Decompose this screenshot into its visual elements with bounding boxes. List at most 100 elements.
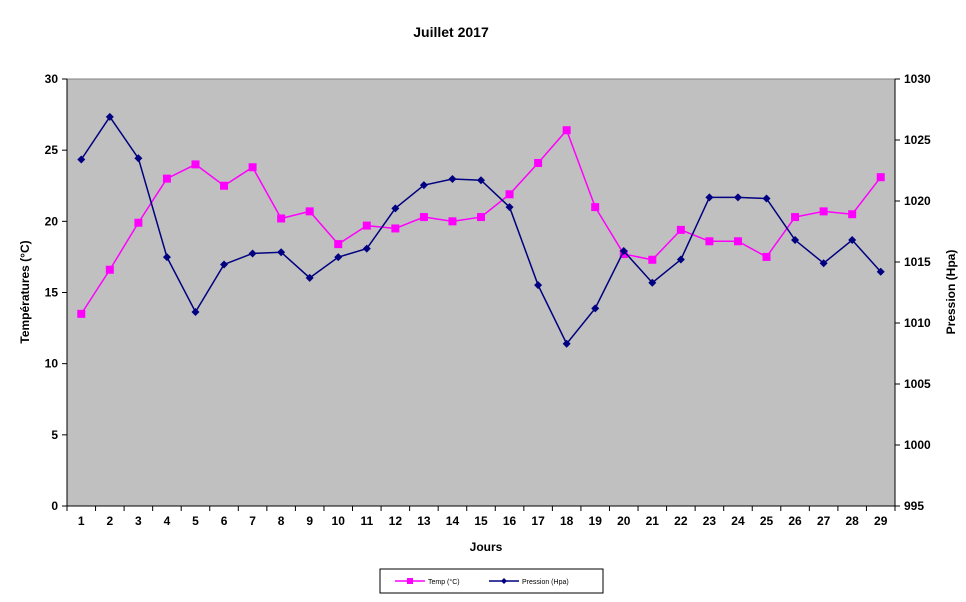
data-point-square [191, 160, 200, 169]
legend-swatch-square [407, 578, 413, 584]
x-tick-label: 19 [589, 514, 603, 528]
y-right-tick-label: 1030 [904, 72, 931, 86]
y-axis-label-left: Températures (°C) [18, 240, 32, 343]
data-point-square [591, 203, 600, 212]
x-tick-label: 3 [135, 514, 142, 528]
data-point-square [676, 225, 685, 234]
y-right-tick-label: 995 [904, 499, 924, 513]
data-point-diamond [791, 236, 800, 245]
data-point-diamond [876, 267, 885, 276]
x-tick-label: 6 [221, 514, 228, 528]
x-tick-label: 20 [617, 514, 631, 528]
series-temp [77, 126, 885, 318]
x-tick-label: 4 [164, 514, 171, 528]
data-point-diamond [676, 255, 685, 264]
data-point-square [220, 181, 229, 190]
data-point-diamond [277, 248, 286, 257]
data-point-square [819, 207, 828, 216]
data-point-square [248, 163, 257, 172]
y-right-tick-label: 1005 [904, 377, 931, 391]
data-point-diamond [134, 154, 143, 163]
data-point-diamond [220, 260, 229, 269]
x-tick-label: 25 [760, 514, 774, 528]
data-point-square [105, 265, 114, 274]
x-tick-label: 5 [192, 514, 199, 528]
axes-layer: 0510152025309951000100510101015102010251… [45, 72, 931, 528]
data-point-square [733, 237, 742, 246]
x-tick-label: 8 [278, 514, 285, 528]
legend-label: Pression (Hpa) [522, 579, 569, 586]
data-point-square [134, 218, 143, 227]
data-point-diamond [105, 112, 114, 121]
data-point-square [876, 173, 885, 182]
data-point-diamond [77, 155, 86, 164]
series-pression [77, 112, 885, 348]
x-tick-label: 13 [417, 514, 431, 528]
data-point-diamond [248, 249, 257, 258]
data-point-diamond [391, 204, 400, 213]
data-point-square [648, 255, 657, 264]
x-tick-label: 14 [446, 514, 460, 528]
data-point-square [277, 214, 286, 223]
data-point-diamond [191, 308, 200, 317]
chart-title: Juillet 2017 [413, 24, 489, 40]
x-tick-label: 9 [306, 514, 313, 528]
y-right-tick-label: 1015 [904, 255, 931, 269]
y-left-tick-label: 15 [45, 286, 59, 300]
y-left-tick-label: 25 [45, 143, 59, 157]
y-right-tick-label: 1000 [904, 438, 931, 452]
data-point-diamond [848, 236, 857, 245]
y-right-tick-label: 1010 [904, 316, 931, 330]
x-tick-label: 15 [474, 514, 488, 528]
data-point-diamond [648, 278, 657, 287]
y-left-tick-label: 30 [45, 72, 59, 86]
legend-label: Temp (°C) [428, 578, 460, 586]
plot-area [66, 78, 896, 507]
x-tick-label: 16 [503, 514, 517, 528]
x-tick-label: 27 [817, 514, 831, 528]
data-point-square [448, 217, 457, 226]
data-point-square [334, 240, 343, 249]
series-layer [77, 112, 885, 348]
data-point-diamond [362, 244, 371, 253]
data-point-diamond [534, 281, 543, 290]
data-point-square [562, 126, 571, 135]
x-tick-label: 17 [531, 514, 545, 528]
data-point-square [534, 158, 543, 167]
x-tick-label: 23 [703, 514, 717, 528]
data-point-square [505, 190, 514, 199]
y-left-tick-label: 5 [51, 428, 58, 442]
x-tick-label: 18 [560, 514, 574, 528]
legend-items: Temp (°C) Pression (Hpa) [395, 578, 569, 586]
y-right-tick-label: 1020 [904, 194, 931, 208]
data-point-diamond [705, 193, 714, 202]
data-point-diamond [334, 253, 343, 262]
data-point-diamond [762, 194, 771, 203]
x-tick-label: 10 [332, 514, 346, 528]
data-point-square [477, 213, 485, 222]
x-tick-label: 28 [845, 514, 859, 528]
x-tick-label: 24 [731, 514, 745, 528]
x-tick-label: 2 [106, 514, 113, 528]
legend-swatch-diamond [501, 578, 507, 584]
data-point-square [791, 213, 800, 222]
data-point-diamond [505, 203, 514, 212]
x-tick-label: 11 [360, 514, 373, 528]
data-point-square [705, 237, 714, 246]
x-tick-label: 12 [389, 514, 403, 528]
x-tick-label: 26 [788, 514, 802, 528]
data-point-square [162, 174, 171, 183]
x-tick-label: 22 [674, 514, 688, 528]
x-tick-label: 21 [646, 514, 660, 528]
y-left-tick-label: 20 [45, 214, 59, 228]
x-axis-label: Jours [470, 540, 503, 554]
data-point-diamond [619, 247, 628, 256]
data-point-diamond [162, 253, 171, 262]
x-tick-label: 1 [78, 514, 85, 528]
data-point-diamond [305, 273, 314, 282]
data-point-diamond [819, 259, 828, 268]
y-left-tick-label: 10 [45, 357, 59, 371]
data-point-square [305, 207, 314, 216]
